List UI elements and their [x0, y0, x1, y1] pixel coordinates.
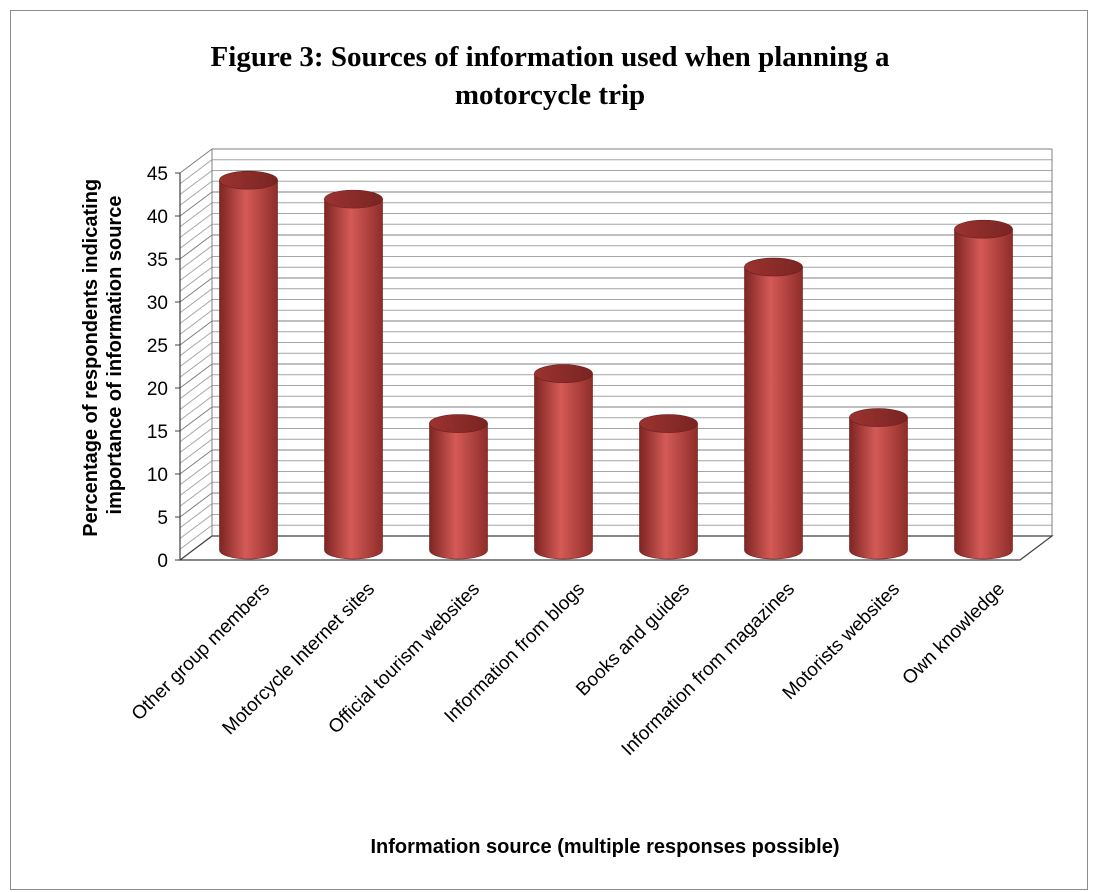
gridline-side [179, 277, 213, 303]
gridline-side [179, 299, 213, 324]
gridline-side [179, 503, 213, 529]
gridline-side [179, 471, 213, 496]
gridlines [179, 148, 1053, 561]
gridline-side [179, 428, 213, 453]
gridline-side [179, 223, 213, 249]
gridline-side [179, 245, 213, 271]
gridline-side [179, 524, 213, 550]
x-category-label: Books and guides [572, 579, 694, 701]
gridline-side [179, 170, 213, 195]
gridline-side [179, 159, 213, 185]
bar [534, 364, 593, 560]
gridline-side [179, 342, 213, 367]
bar-body [744, 266, 803, 560]
floor [178, 535, 1054, 561]
gridline-side [179, 213, 213, 238]
y-tick-label: 10 [147, 465, 168, 486]
y-tick-label: 15 [147, 422, 168, 443]
bar-top [849, 408, 908, 427]
x-axis-title: Information source (multiple responses p… [371, 836, 840, 858]
gridline-side [179, 492, 213, 518]
gridline-side [179, 514, 213, 539]
gridline-side [179, 256, 213, 281]
y-tick-label: 20 [147, 379, 168, 400]
x-category-label: Motorists websites [779, 579, 904, 704]
gridline-side [179, 449, 213, 475]
y-axis-title-line-2: importance of information source [104, 196, 126, 515]
bar [429, 414, 488, 560]
gridline-side [179, 374, 213, 400]
bar-body [639, 423, 698, 560]
gridline-side [179, 309, 213, 335]
bar-top [954, 219, 1013, 239]
bar-top [534, 364, 593, 384]
gridline-side [179, 385, 213, 410]
bar [219, 170, 278, 560]
bar [639, 414, 698, 560]
gridline-side [179, 148, 213, 174]
x-category-label: Information from magazines [618, 579, 799, 760]
gridline-side [179, 288, 213, 314]
bar-top [219, 170, 278, 190]
y-axis-title: Percentage of respondents indicating imp… [80, 173, 126, 536]
bar-top [429, 414, 488, 433]
gridline-side [179, 438, 213, 464]
x-category-label: Own knowledge [899, 579, 1009, 689]
gridline-side [179, 266, 213, 292]
gridline-side [179, 202, 213, 228]
bar-top [639, 414, 698, 433]
gridline-side [179, 352, 213, 378]
gridline-side [179, 180, 213, 206]
y-tick-label: 45 [147, 164, 168, 185]
gridline-side [179, 406, 213, 432]
bar-body [534, 373, 593, 560]
y-tick-label: 30 [147, 293, 168, 314]
bar-top [324, 189, 383, 209]
bar-body [954, 228, 1013, 560]
gridline-side [179, 234, 213, 260]
bar-top [744, 257, 803, 277]
y-axis-title-line-1: Percentage of respondents indicating [80, 179, 102, 537]
bar-body [849, 417, 908, 560]
bar-body [429, 423, 488, 560]
gridline-side [179, 191, 213, 217]
y-tick-label: 0 [157, 551, 168, 572]
gridline-side [179, 395, 213, 421]
gridline-side [179, 481, 213, 507]
bar [744, 257, 803, 560]
gridline-side [179, 363, 213, 389]
bar [849, 408, 908, 560]
y-tick-label: 25 [147, 336, 168, 357]
bar [324, 189, 383, 560]
y-tick-label: 5 [157, 508, 168, 529]
bars [219, 170, 1013, 560]
y-tick-label: 40 [147, 207, 168, 228]
gridline-side [179, 417, 213, 443]
gridline-side [179, 320, 213, 346]
bar-body [324, 198, 383, 560]
bar [954, 219, 1013, 560]
bar-body [219, 179, 278, 560]
chart-title: Figure 3: Sources of information used wh… [210, 41, 890, 111]
gridline-side [179, 460, 213, 486]
y-tick-label: 35 [147, 250, 168, 271]
axes [175, 172, 1054, 561]
gridline-side [179, 331, 213, 357]
